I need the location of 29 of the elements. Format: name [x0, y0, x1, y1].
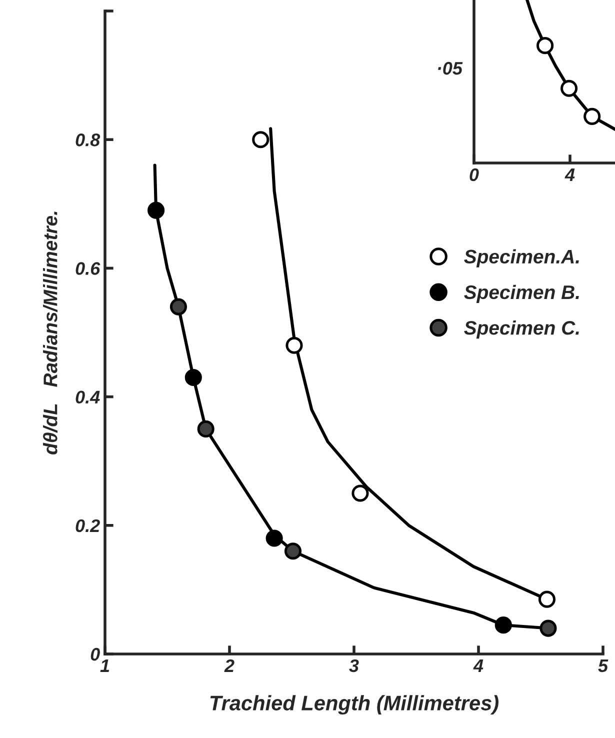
- y-tick-label: 0.2: [76, 519, 100, 532]
- point: [197, 420, 214, 438]
- legend-label: Specimen C.: [464, 320, 579, 339]
- x-tick-label: 4: [473, 660, 484, 672]
- point: [266, 530, 283, 547]
- point: [184, 368, 202, 386]
- point: [286, 336, 303, 354]
- point: [148, 202, 165, 219]
- y-axis-title: dθ/dL Radians/Millimetre.: [43, 212, 58, 454]
- x-tick-label: 4: [564, 168, 575, 181]
- point: [540, 620, 557, 637]
- x-tick-label: 2: [224, 659, 234, 672]
- annotation: ·05: [438, 62, 463, 75]
- point: [538, 590, 556, 608]
- legend-label: Specimen.A.: [464, 249, 579, 268]
- point: [352, 484, 369, 502]
- y-tick-label: 0.8: [76, 134, 100, 146]
- y-tick-label: 0: [90, 648, 100, 661]
- y-tick-label: 0.4: [76, 390, 100, 404]
- point: [170, 298, 187, 316]
- point: [252, 131, 270, 148]
- x-tick-label: 3: [349, 659, 359, 672]
- x-tick-label: 1: [100, 660, 110, 672]
- x-tick-label: 5: [598, 660, 608, 672]
- point: [284, 542, 302, 560]
- x-axis-title: Trachied Length (Millimetres): [210, 695, 498, 715]
- y-tick-label: 0.6: [76, 262, 100, 275]
- legend-label: Specimen B.: [464, 284, 579, 303]
- point: [494, 616, 512, 634]
